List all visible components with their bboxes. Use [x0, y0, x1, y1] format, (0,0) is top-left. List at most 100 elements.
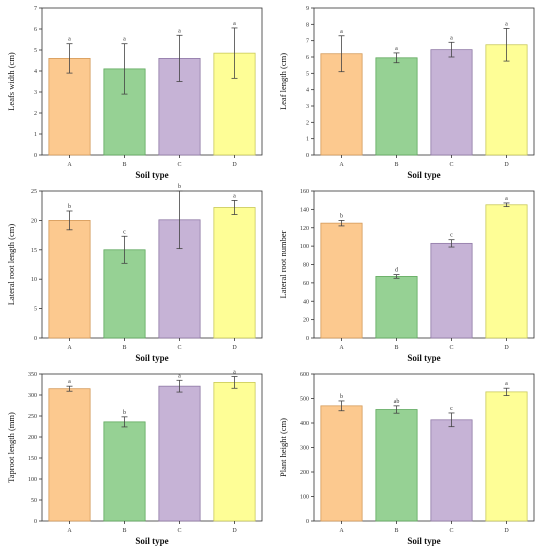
y-tick-label: 80 — [303, 263, 309, 269]
x-tick-label: B — [394, 345, 398, 351]
y-tick-label: 300 — [300, 446, 309, 452]
x-axis-title: Soil type — [135, 170, 168, 180]
significance-label: a — [450, 35, 453, 41]
significance-label: b — [123, 410, 126, 416]
y-tick-label: 1 — [34, 132, 37, 138]
significance-label: c — [450, 233, 453, 239]
bar-B — [103, 249, 146, 339]
significance-label: b — [340, 213, 343, 219]
bar-D — [213, 381, 256, 522]
y-tick-label: 2 — [34, 111, 37, 117]
bar-B — [375, 57, 418, 156]
significance-label: b — [340, 394, 343, 400]
significance-label: a — [68, 379, 71, 385]
bar-B — [375, 409, 418, 522]
x-tick-label: D — [232, 162, 237, 168]
bar-A — [320, 222, 363, 339]
significance-label: a — [340, 29, 343, 35]
chart-svg-plant-height: 0 100 200 300 400 500 600 b Aab Bc Ca D Soil type Pla… — [278, 372, 535, 546]
y-tick-label: 0 — [306, 153, 309, 159]
significance-label: a — [505, 21, 508, 27]
y-tick-label: 1 — [306, 137, 309, 143]
bar-C — [430, 49, 473, 156]
x-axis-title: Soil type — [407, 170, 440, 180]
x-tick-label: B — [122, 162, 126, 168]
plot-frame — [41, 190, 263, 339]
bar-B — [103, 421, 146, 522]
x-tick-label: A — [67, 162, 72, 168]
x-tick-label: C — [449, 528, 453, 534]
bar-C — [430, 419, 473, 522]
y-tick-label: 10 — [31, 277, 37, 283]
y-tick-label: 100 — [300, 244, 309, 250]
y-axis-title: Leaf length (cm) — [278, 53, 288, 110]
x-axis-title: Soil type — [135, 353, 168, 363]
x-tick-label: A — [339, 528, 344, 534]
y-tick-label: 6 — [34, 27, 37, 33]
y-tick-label: 250 — [28, 414, 37, 420]
y-axis-title: Lateral root number — [278, 230, 288, 298]
plot-frame — [313, 7, 535, 156]
x-tick-label: D — [504, 345, 509, 351]
x-tick-label: B — [122, 528, 126, 534]
significance-label: b — [68, 204, 71, 210]
y-tick-label: 0 — [306, 519, 309, 525]
y-tick-label: 350 — [28, 372, 37, 378]
x-tick-label: C — [177, 345, 181, 351]
y-tick-label: 3 — [34, 90, 37, 96]
y-tick-label: 100 — [28, 477, 37, 483]
significance-label: a — [68, 37, 71, 43]
significance-label: a — [123, 37, 126, 43]
y-tick-label: 20 — [31, 218, 37, 224]
y-axis-title: Taproot length (mm) — [6, 412, 16, 483]
y-tick-label: 200 — [300, 470, 309, 476]
x-axis-title: Soil type — [407, 353, 440, 363]
y-tick-label: 200 — [28, 435, 37, 441]
significance-label: c — [123, 229, 126, 235]
x-tick-label: C — [449, 345, 453, 351]
bar-B — [375, 276, 418, 339]
plot-frame — [41, 7, 263, 156]
significance-label: a — [178, 373, 181, 379]
x-tick-label: A — [339, 162, 344, 168]
y-tick-label: 0 — [306, 336, 309, 342]
y-tick-label: 9 — [306, 6, 309, 12]
y-tick-label: 120 — [300, 226, 309, 232]
significance-label: a — [505, 381, 508, 387]
chart-svg-leaf-width: 0 1 2 3 4 5 6 7 a Aa Ba Ca D Soil type Leafs width (cm… — [6, 6, 263, 180]
y-tick-label: 5 — [306, 71, 309, 77]
y-axis-title: Plant height (cm) — [278, 418, 288, 477]
x-tick-label: D — [232, 345, 237, 351]
y-tick-label: 160 — [300, 189, 309, 195]
y-tick-label: 5 — [34, 307, 37, 313]
significance-label: c — [450, 406, 453, 412]
y-tick-label: 20 — [303, 318, 309, 324]
bar-A — [48, 388, 91, 522]
y-tick-label: 7 — [306, 39, 309, 45]
x-tick-label: B — [394, 528, 398, 534]
significance-label: b — [178, 184, 181, 190]
chart-svg-lateral-root-length: 0 5 10 15 20 25 b Ac Bb Ca D Soil type Lateral root … — [6, 184, 263, 363]
x-axis-title: Soil type — [407, 536, 440, 546]
chart-svg-leaf-length: 0 1 2 3 4 5 6 7 8 9 a Aa Ba Ca D Soil type Leaf length (… — [278, 6, 535, 180]
y-tick-label: 3 — [306, 104, 309, 110]
y-tick-label: 4 — [306, 88, 309, 94]
bar-A — [320, 405, 363, 522]
y-tick-label: 5 — [34, 48, 37, 54]
bar-D — [485, 204, 528, 339]
y-tick-label: 60 — [303, 281, 309, 287]
plot-frame — [41, 373, 263, 522]
chart-svg-taproot-length: 0 50 100 150 200 250 300 350 a Ab Ba Ca D Soil type Ta… — [6, 370, 263, 546]
y-tick-label: 0 — [34, 519, 37, 525]
x-tick-label: C — [177, 528, 181, 534]
y-tick-label: 140 — [300, 207, 309, 213]
y-axis-title: Leafs width (cm) — [6, 52, 16, 111]
bar-D — [485, 391, 528, 522]
y-tick-label: 500 — [300, 397, 309, 403]
significance-label: a — [395, 46, 398, 52]
significance-label: ab — [394, 399, 400, 405]
x-tick-label: D — [504, 528, 509, 534]
